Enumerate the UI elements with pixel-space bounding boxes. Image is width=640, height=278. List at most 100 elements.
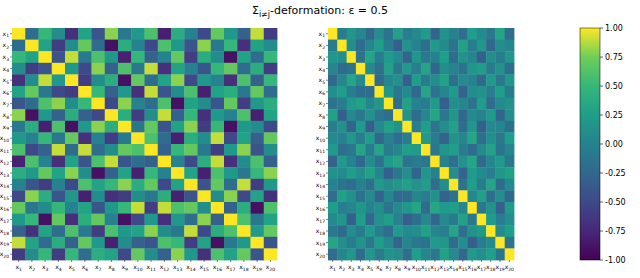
heatmap-cell [25,156,39,168]
tick-label: x17 [0,215,9,224]
heatmap-cell [458,40,468,52]
tick-label: x2 [319,41,326,50]
tick-label: x20 [316,250,325,259]
heatmap-cell [365,109,375,121]
tick-label: x11 [146,263,155,272]
heatmap-cell [78,98,92,110]
heatmap-cell [118,28,132,40]
tick-label: x15 [316,192,325,201]
heatmap-cell [145,74,159,86]
heatmap-cell [184,202,198,214]
heatmap-cell [393,190,403,202]
heatmap-cell [458,109,468,121]
heatmap-cell [131,179,145,191]
heatmap-cell [430,109,440,121]
x-tick [45,260,46,262]
heatmap-cell [65,179,79,191]
heatmap-cell [384,28,394,40]
heatmap-cell [402,248,412,260]
heatmap-cell [421,74,431,86]
tick-label-sub: 15 [319,196,325,201]
heatmap-cell [224,179,238,191]
y-tick [326,196,328,197]
heatmap-cell [12,144,26,156]
tick-label: x13 [173,263,182,272]
heatmap-cell [375,167,385,179]
heatmap-cell [39,179,53,191]
x-tick [230,260,231,262]
tick-label: x6 [319,88,326,97]
heatmap-cell [158,63,172,75]
heatmap-cell [39,63,53,75]
tick-label-sub: 9 [6,126,9,131]
x-tick [31,260,32,262]
heatmap-cell [105,121,119,133]
tick-label-sub: 3 [6,57,9,62]
y-tick [326,103,328,104]
heatmap-cell [251,132,265,144]
heatmap-cell [328,121,338,133]
heatmap-cell [92,144,106,156]
heatmap-cell [264,86,278,98]
heatmap-cell [52,121,66,133]
heatmap-cell [224,167,238,179]
heatmap-cell [105,40,119,52]
tick-label: x20 [505,263,514,272]
tick-label-sub: 14 [319,184,325,189]
heatmap-cell [184,63,198,75]
heatmap-cell [393,179,403,191]
heatmap-cell [251,28,265,40]
heatmap-cell [39,74,53,86]
colorbar-tick-label: -0.25 [605,169,626,178]
heatmap-cell [105,98,119,110]
tick-label: x11 [316,146,325,155]
heatmap-cell [412,63,422,75]
heatmap-cell [468,51,478,63]
heatmap-cell [184,74,198,86]
x-tick [204,260,205,262]
tick-label: x18 [486,263,495,272]
heatmap-cell [25,237,39,249]
heatmap-cell [468,156,478,168]
x-tick [332,260,333,262]
tick-label-sub: 9 [407,267,410,272]
heatmap-cell [12,28,26,40]
colorbar-tick-label: 0.75 [605,53,623,62]
heatmap-cell [171,28,185,40]
heatmap-cell [78,179,92,191]
heatmap-cell [118,248,132,260]
heatmap-cell [384,214,394,226]
heatmap-cell [356,144,366,156]
heatmap-cell [131,40,145,52]
heatmap-cell [158,225,172,237]
heatmap-cell [184,98,198,110]
y-tick [326,138,328,139]
heatmap-cell [224,237,238,249]
heatmap-cell [495,179,505,191]
tick-label-sub: 13 [177,267,183,272]
colorbar-tick [600,57,603,58]
heatmap-cell [118,98,132,110]
heatmap-cell [375,237,385,249]
tick-label-sub: 2 [32,267,35,272]
heatmap-cell [12,132,26,144]
heatmap-cell [384,86,394,98]
heatmap-cell [78,167,92,179]
heatmap-cell [337,132,347,144]
heatmap-cell [495,121,505,133]
heatmap-cell [365,63,375,75]
heatmap-cell [251,214,265,226]
heatmap-cell [449,190,459,202]
heatmap-cell [237,167,251,179]
heatmap-cell [328,74,338,86]
heatmap-cell [237,86,251,98]
heatmap-cell [412,179,422,191]
heatmap-cell [12,40,26,52]
tick-label: x9 [404,263,411,272]
tick-label: x14 [186,263,195,272]
heatmap-cell [184,28,198,40]
heatmap-cell [337,74,347,86]
heatmap-cell [39,28,53,40]
heatmap-cell [92,63,106,75]
heatmap-cell [237,214,251,226]
